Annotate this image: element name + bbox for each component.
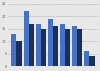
Bar xyxy=(41,29,46,66)
Bar xyxy=(29,24,34,66)
Bar xyxy=(36,24,41,66)
Bar xyxy=(77,29,82,66)
Bar xyxy=(60,24,65,66)
Bar xyxy=(48,19,53,66)
Bar xyxy=(11,34,16,66)
Bar xyxy=(53,26,58,66)
Bar xyxy=(24,11,29,66)
Bar xyxy=(89,56,94,66)
Bar xyxy=(65,29,70,66)
Bar xyxy=(72,26,77,66)
Bar xyxy=(16,41,22,66)
Bar xyxy=(84,51,89,66)
